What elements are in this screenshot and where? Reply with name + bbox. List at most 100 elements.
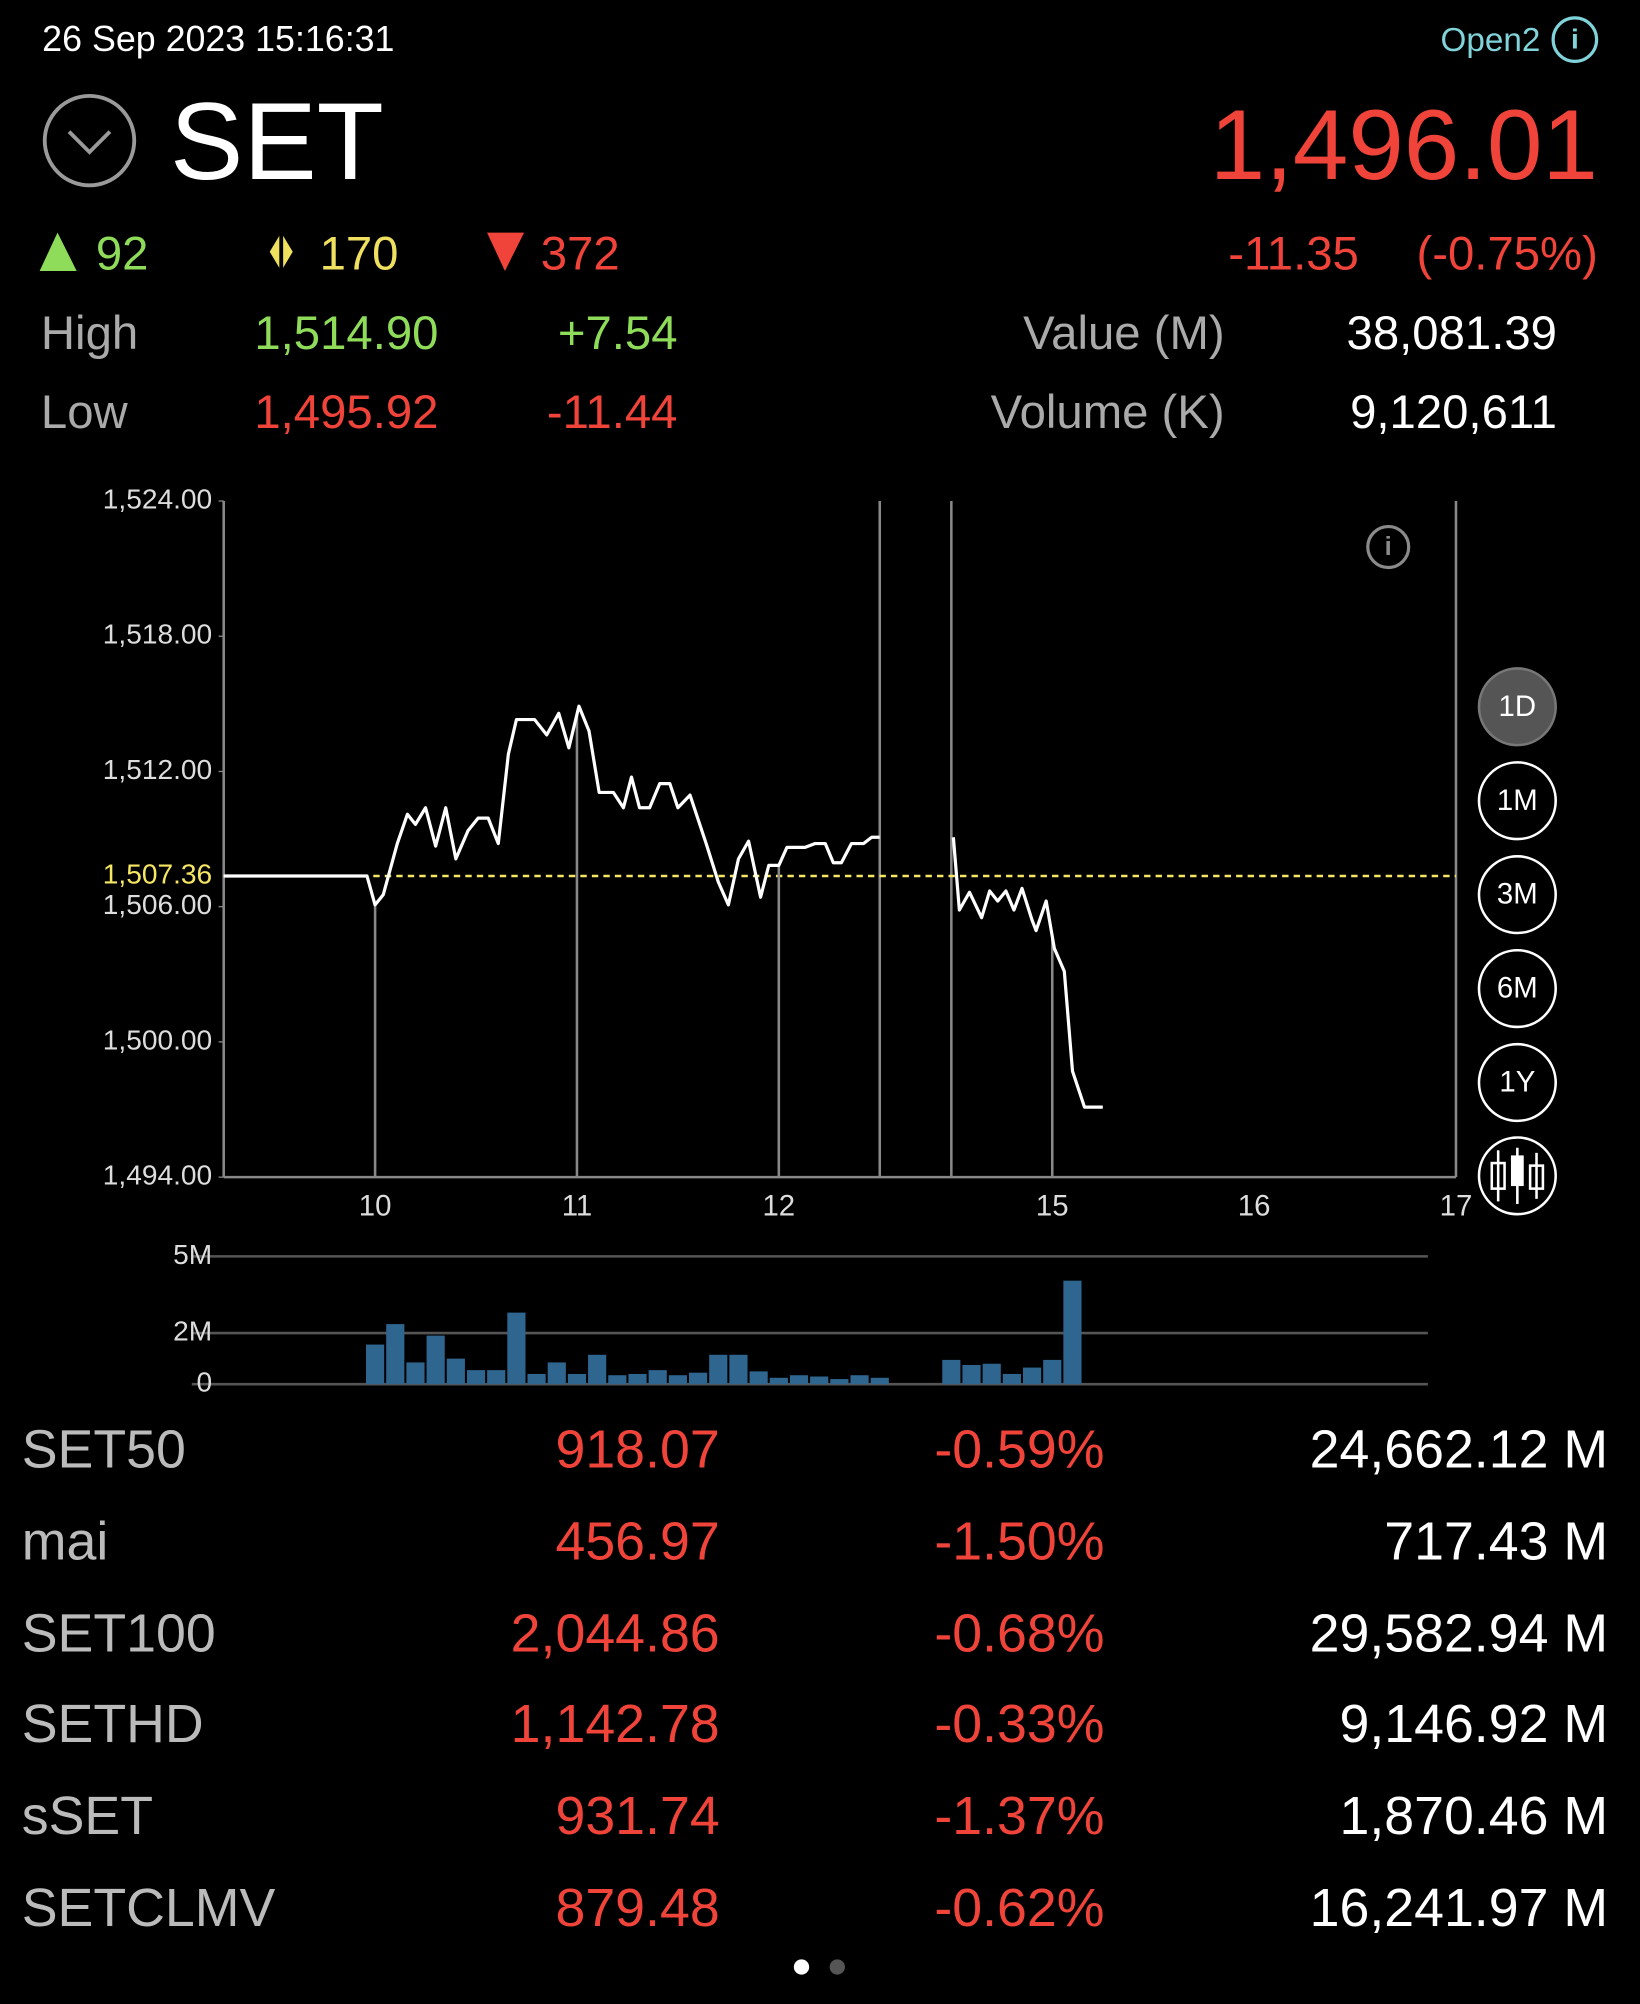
index-turnover: 16,241.97 M (1309, 1877, 1609, 1938)
x-tick-label: 16 (1238, 1190, 1271, 1223)
period-button[interactable]: 1D (1477, 667, 1557, 747)
dropdown-button[interactable] (42, 93, 137, 188)
page-dot[interactable] (829, 1959, 845, 1975)
volume-bar (567, 1373, 587, 1385)
volume-bar (830, 1379, 849, 1385)
volume-bar (668, 1375, 687, 1385)
volume-bar (547, 1362, 566, 1385)
volume-bar (446, 1358, 465, 1385)
reference-label: 1,507.36 (103, 858, 212, 889)
volume-bar (507, 1312, 526, 1385)
index-value: 918.07 (555, 1418, 720, 1479)
period-circle (1477, 948, 1557, 1029)
stat-value: 1,514.90 (254, 306, 439, 360)
volume-bar (870, 1377, 889, 1385)
x-tick-label: 17 (1440, 1190, 1473, 1223)
volume-bar (1063, 1280, 1082, 1385)
index-name: SET100 (21, 1602, 216, 1663)
y-tick-label: 1,506.00 (103, 889, 212, 920)
index-turnover: 717.43 M (1384, 1510, 1609, 1571)
period-label: 3M (1497, 878, 1538, 911)
info-icon[interactable] (1551, 16, 1599, 63)
total-value: 38,081.39 (1346, 306, 1557, 360)
index-change: -1.50% (934, 1510, 1105, 1571)
volume-bar (769, 1377, 788, 1385)
period-circle (1477, 855, 1557, 935)
index-name: SETCLMV (21, 1877, 276, 1938)
info-glyph: i (1385, 533, 1392, 561)
up-triangle (39, 232, 77, 271)
volume-bar (1002, 1373, 1021, 1385)
total-label: Volume (K) (990, 385, 1225, 439)
period-circle (1477, 667, 1557, 747)
y-tick-label: 1,512.00 (103, 754, 212, 785)
x-tick-label: 12 (762, 1190, 795, 1223)
period-circle (1477, 761, 1557, 841)
period-button[interactable]: 1M (1477, 761, 1557, 841)
volume-bar (789, 1375, 809, 1385)
volume-bar (1022, 1367, 1042, 1385)
volume-bar (628, 1373, 647, 1385)
price: 1,496.01 (1209, 88, 1598, 201)
volume-bar (648, 1370, 667, 1385)
change: -11.35 (1228, 227, 1359, 280)
volume-bar (850, 1375, 869, 1385)
change-percent: (-0.75%) (1416, 227, 1598, 280)
index-turnover: 1,870.46 M (1339, 1785, 1609, 1846)
index-change: -1.37% (934, 1785, 1105, 1846)
total-label: Value (M) (1023, 306, 1225, 360)
x-tick-label: 10 (359, 1190, 392, 1223)
y-tick-label: 2M (173, 1315, 212, 1346)
index-name: SETHD (21, 1693, 204, 1755)
index-change: -0.68% (934, 1602, 1105, 1663)
info-glyph: i (1571, 23, 1579, 54)
price-line (223, 704, 1103, 1109)
volume-bar (729, 1354, 748, 1385)
volume-bar (608, 1375, 627, 1385)
volume-bar (688, 1372, 708, 1385)
volume-bar (487, 1370, 506, 1385)
index-value: 931.74 (555, 1785, 720, 1846)
y-tick-label: 5M (173, 1239, 212, 1270)
stat-change: +7.54 (557, 306, 678, 360)
y-tick-label: 1,494.00 (103, 1160, 212, 1191)
stat-label: Low (40, 385, 128, 439)
index-value: 1,142.78 (510, 1693, 720, 1755)
period-button[interactable]: 1Y (1477, 1042, 1557, 1123)
period-label: 1M (1497, 784, 1538, 817)
stat-value: 1,495.92 (254, 385, 439, 439)
index-value: 879.48 (555, 1877, 720, 1938)
index-value: 456.97 (555, 1510, 720, 1571)
down-triangle (487, 232, 525, 271)
period-button[interactable]: 6M (1477, 948, 1557, 1029)
volume-bar (588, 1354, 607, 1385)
index-value: 2,044.86 (510, 1602, 720, 1663)
timestamp: 26 Sep 2023 15:16:31 (42, 19, 395, 59)
period-button[interactable]: 3M (1477, 855, 1557, 935)
index-turnover: 29,582.94 M (1309, 1602, 1609, 1663)
index-name: mai (21, 1510, 109, 1571)
stat-label: High (40, 306, 139, 360)
index-name: sSET (21, 1785, 153, 1846)
x-tick-label: 15 (1036, 1190, 1069, 1223)
volume-bar (426, 1335, 445, 1385)
volume-bar (942, 1359, 961, 1385)
index-change: -0.59% (934, 1418, 1105, 1479)
y-tick-label: 1,518.00 (103, 619, 212, 650)
volume-bar (810, 1376, 829, 1385)
index-change: -0.62% (934, 1877, 1105, 1938)
stat-change: -11.44 (546, 385, 678, 439)
chart-info-icon[interactable] (1366, 524, 1411, 570)
page-dot-active[interactable] (793, 1959, 810, 1975)
y-tick-label: 0 (197, 1367, 213, 1398)
candlestick-button[interactable] (1477, 1136, 1557, 1216)
volume-bar (527, 1373, 546, 1385)
period-label: 6M (1497, 972, 1538, 1005)
volume-bar (406, 1362, 425, 1385)
total-value: 9,120,611 (1350, 385, 1557, 439)
volume-bar (386, 1324, 405, 1385)
volume-bar (709, 1354, 728, 1385)
